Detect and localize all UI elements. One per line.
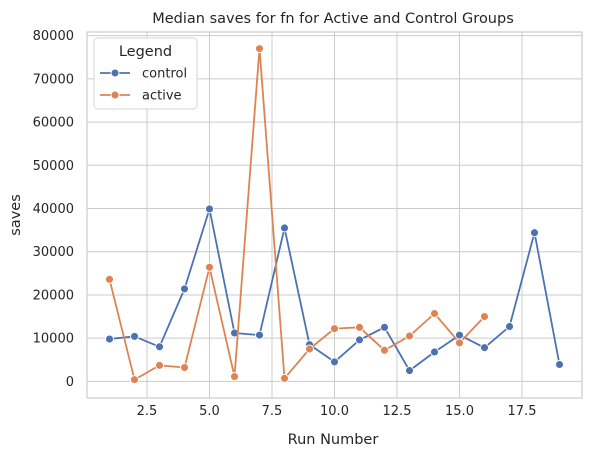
data-point-active — [355, 322, 364, 332]
data-point-control — [105, 334, 114, 344]
data-point-active — [305, 344, 314, 354]
y-tick-label: 60000 — [33, 116, 74, 131]
data-point-control — [280, 223, 289, 233]
data-point-active — [455, 338, 464, 348]
legend-swatch-marker — [110, 68, 120, 78]
data-point-active — [130, 375, 139, 385]
legend-title: Legend — [119, 44, 172, 60]
y-tick-label: 50000 — [33, 159, 74, 174]
y-tick-label: 40000 — [33, 202, 74, 217]
data-point-active — [380, 345, 389, 355]
plot-frame — [86, 31, 583, 399]
grid-lines — [87, 32, 582, 398]
legend: Legend control active — [93, 37, 198, 110]
plot-border — [86, 31, 583, 399]
legend-box — [93, 37, 198, 110]
y-tick-label: 20000 — [33, 288, 74, 303]
y-tick-label: 80000 — [33, 29, 74, 44]
y-tick-label: 30000 — [33, 245, 74, 260]
data-point-active — [155, 360, 164, 370]
legend-label: control — [142, 67, 187, 82]
data-point-active — [180, 363, 189, 372]
data-point-active — [480, 312, 489, 321]
data-point-control — [405, 366, 414, 376]
data-point-control — [505, 322, 514, 331]
data-point-active — [405, 331, 414, 341]
data-point-active — [230, 372, 239, 382]
data-point-control — [255, 330, 264, 340]
data-point-active — [280, 373, 289, 383]
x-tick-label: 7.5 — [262, 404, 283, 419]
data-point-control — [455, 330, 464, 340]
data-point-control — [180, 284, 189, 294]
x-axis-label: Run Number — [288, 432, 379, 448]
x-tick-label: 10.0 — [320, 404, 349, 419]
data-point-active — [255, 44, 264, 54]
x-tick-label: 17.5 — [508, 404, 537, 419]
chart-title: Median saves for fn for Active and Contr… — [152, 11, 514, 27]
data-point-active — [205, 262, 214, 272]
tick-labels: 2.5 5.0 7.5 10.0 12.5 15.0 17.5 0 10000 20000 3000… — [33, 29, 537, 419]
series-control — [105, 204, 564, 376]
x-tick-label: 5.0 — [199, 404, 220, 419]
data-point-active — [330, 324, 339, 334]
data-point-control — [130, 331, 139, 341]
data-point-control — [205, 204, 214, 214]
data-point-active — [105, 274, 114, 284]
data-point-control — [330, 357, 339, 367]
x-tick-label: 15.0 — [445, 404, 474, 419]
data-point-control — [155, 342, 164, 352]
data-point-control — [555, 360, 564, 369]
y-tick-label: 70000 — [33, 72, 74, 87]
x-tick-label: 12.5 — [383, 404, 412, 419]
data-point-control — [480, 343, 489, 353]
series-line-active — [108, 47, 486, 381]
y-axis-label: saves — [8, 194, 24, 236]
data-point-control — [355, 335, 364, 345]
y-tick-label: 0 — [66, 375, 74, 390]
legend-swatch-marker — [110, 90, 120, 100]
data-point-control — [530, 228, 539, 238]
legend-label: active — [142, 89, 182, 104]
series-active — [105, 44, 489, 385]
x-tick-label: 2.5 — [137, 404, 158, 419]
data-point-control — [380, 322, 389, 332]
y-tick-label: 10000 — [33, 332, 74, 347]
series-layer — [105, 44, 564, 385]
data-point-active — [430, 309, 439, 318]
data-point-control — [430, 347, 439, 357]
